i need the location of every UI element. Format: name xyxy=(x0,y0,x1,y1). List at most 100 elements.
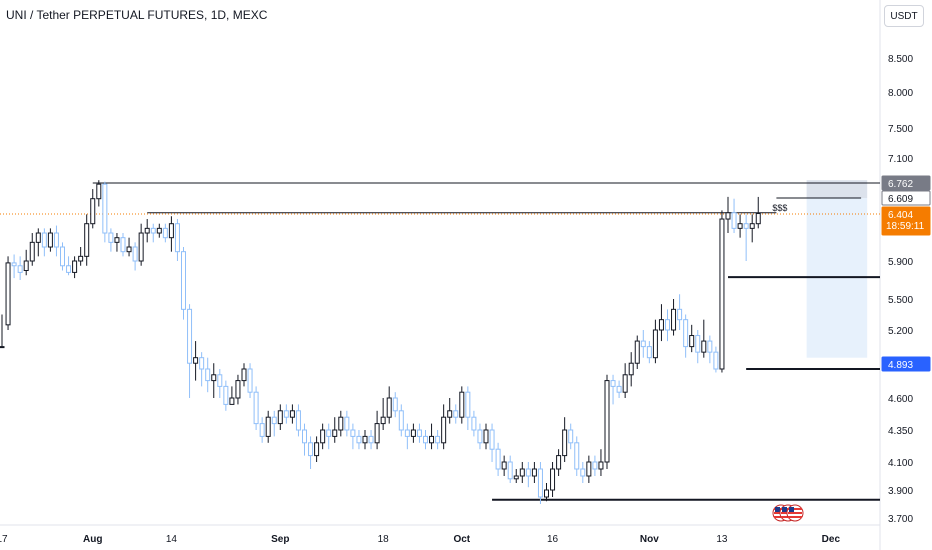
price-tag xyxy=(881,356,931,372)
candle-body xyxy=(187,308,193,364)
x-tick-label: 14 xyxy=(166,534,178,545)
position-box-target xyxy=(806,180,868,198)
x-tick-label: Nov xyxy=(640,534,659,545)
candle-body xyxy=(435,435,441,444)
candle-body xyxy=(108,232,114,243)
candle-body xyxy=(665,319,670,331)
y-tick-label: 7.100 xyxy=(888,154,913,165)
candle-body xyxy=(29,241,35,262)
y-tick-label: 4.600 xyxy=(888,394,913,405)
candle-body xyxy=(96,183,102,200)
y-tick-label: 3.700 xyxy=(888,514,913,525)
candle-body xyxy=(556,455,562,470)
annotation-text: $$$ xyxy=(772,203,787,213)
candle-body xyxy=(5,262,11,326)
candle-body xyxy=(35,232,41,243)
candle-body xyxy=(241,368,247,382)
candle-body xyxy=(616,385,622,393)
x-tick-label: 17 xyxy=(0,534,8,545)
candle-body xyxy=(199,357,205,370)
candle-body xyxy=(447,410,453,418)
candle-body xyxy=(683,319,689,348)
candle-body xyxy=(574,442,580,470)
candle-body xyxy=(120,237,126,253)
candle-body xyxy=(598,461,604,470)
candle-body xyxy=(592,461,598,470)
candle-body xyxy=(295,410,301,431)
candle-body xyxy=(568,429,574,444)
candle-body xyxy=(72,260,78,273)
candle-body xyxy=(23,260,29,271)
y-tick-label: 4.100 xyxy=(888,458,913,469)
candle-body xyxy=(78,255,84,262)
candle-body xyxy=(302,429,307,444)
position-box[interactable] xyxy=(806,180,868,358)
candle-body xyxy=(525,468,531,477)
candle-body xyxy=(695,335,701,353)
candle-body xyxy=(677,308,683,321)
currency-button[interactable]: USDT xyxy=(884,5,924,27)
candle-body xyxy=(217,374,223,387)
y-tick-label: 4.350 xyxy=(888,426,913,437)
countdown-label: 18:59:11 xyxy=(886,221,925,232)
candle-body xyxy=(622,374,628,393)
candle-body xyxy=(174,223,180,253)
candle-body xyxy=(519,468,525,477)
candle-body xyxy=(604,380,610,463)
candle-body xyxy=(193,357,199,364)
x-tick-label: Aug xyxy=(83,534,102,545)
candle-body xyxy=(362,435,368,444)
candle-body xyxy=(489,429,495,450)
candle-body xyxy=(102,183,108,234)
candle-body xyxy=(132,246,138,262)
candle-body xyxy=(646,346,652,359)
candle-body xyxy=(465,391,471,418)
candle-body xyxy=(731,212,737,229)
candle-body xyxy=(640,340,646,348)
candle-body xyxy=(580,468,586,477)
candle-body xyxy=(47,232,53,248)
chart-title: UNI / Tether PERPETUAL FUTURES, 1D, MEXC xyxy=(6,8,268,22)
candle-body xyxy=(205,368,211,382)
candle-body xyxy=(416,429,422,437)
candle-body xyxy=(314,442,320,457)
candle-body xyxy=(537,468,543,498)
candle-body xyxy=(404,429,410,437)
candle-body xyxy=(689,335,695,348)
y-tick-label: 5.500 xyxy=(888,295,913,306)
candle-body xyxy=(114,237,120,243)
candle-body xyxy=(277,410,283,425)
price-tag-label: 6.404 xyxy=(888,210,913,221)
candle-body xyxy=(749,223,755,229)
candle-body xyxy=(453,410,459,418)
candle-body xyxy=(326,429,332,437)
candle-body xyxy=(380,416,386,425)
x-tick-label: Sep xyxy=(271,534,289,545)
candle-body xyxy=(338,416,344,431)
candle-body xyxy=(652,329,658,359)
candle-body xyxy=(53,232,59,248)
y-tick-label: 8.500 xyxy=(888,54,913,65)
candle-body xyxy=(17,265,23,273)
candle-body xyxy=(211,374,217,382)
us-flag-icon xyxy=(786,504,804,522)
candle-body xyxy=(84,223,90,257)
candle-body xyxy=(332,429,338,437)
candle-body xyxy=(11,262,17,267)
candle-body xyxy=(283,410,289,418)
price-tag xyxy=(881,190,931,206)
candle-body xyxy=(610,380,616,387)
candle-body xyxy=(423,435,428,444)
candle-body xyxy=(755,213,761,225)
candle-body xyxy=(138,232,144,262)
x-tick-label: 18 xyxy=(378,534,390,545)
candle-body xyxy=(344,416,350,431)
candle-body xyxy=(477,429,483,444)
candle-body xyxy=(701,340,707,353)
candle-body xyxy=(144,227,150,234)
y-tick-label: 7.500 xyxy=(888,124,913,135)
candle-body xyxy=(320,429,326,444)
candle-body xyxy=(223,385,229,405)
candle-body xyxy=(168,223,174,239)
